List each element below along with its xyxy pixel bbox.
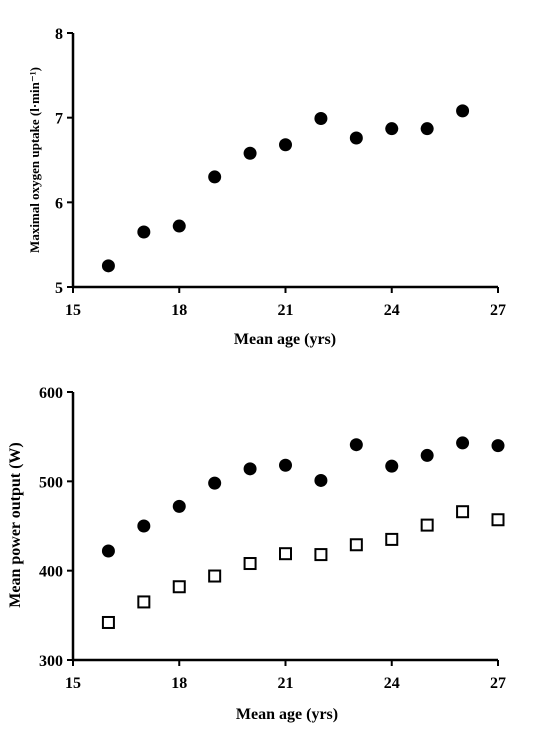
data-points bbox=[101, 104, 470, 273]
data-point-circle bbox=[314, 473, 328, 487]
chart-oxygen-uptake: 15 18 21 24 27 5 6 7 8 Mean age (yrs) Maximal o… bbox=[27, 26, 506, 348]
y-ticks: 5 6 7 8 bbox=[55, 26, 73, 297]
y-tick-label: 8 bbox=[55, 26, 63, 43]
y-tick-label: 600 bbox=[39, 385, 63, 402]
data-point-circle bbox=[208, 170, 222, 184]
y-tick-label: 6 bbox=[55, 195, 63, 212]
data-point-circle bbox=[137, 519, 151, 533]
data-point-circle bbox=[420, 122, 434, 136]
data-point-square bbox=[172, 580, 186, 594]
x-tick-label: 15 bbox=[65, 302, 81, 319]
data-point-square bbox=[385, 532, 399, 546]
data-point-circle bbox=[208, 476, 222, 490]
data-point-square bbox=[243, 557, 257, 571]
x-tick-label: 27 bbox=[490, 302, 506, 319]
chart-power-output: 15 18 21 24 27 300 400 500 600 Mean age (yrs) M… bbox=[7, 385, 506, 723]
y-axis-label: Mean power output (W) bbox=[7, 442, 24, 607]
data-point-circle bbox=[243, 146, 257, 160]
y-tick-label: 5 bbox=[55, 280, 63, 297]
data-point-circle bbox=[349, 131, 363, 145]
data-point-circle bbox=[314, 112, 328, 126]
x-axis-label: Mean age (yrs) bbox=[234, 331, 336, 348]
data-point-circle bbox=[491, 439, 505, 453]
data-point-circle bbox=[279, 138, 292, 152]
x-ticks: 15 18 21 24 27 bbox=[65, 660, 506, 692]
data-point-circle bbox=[243, 462, 257, 476]
data-point-square bbox=[314, 548, 328, 562]
data-point-circle bbox=[101, 544, 115, 558]
data-point-circle bbox=[172, 499, 186, 513]
data-point-circle bbox=[385, 459, 399, 473]
x-tick-label: 27 bbox=[490, 675, 506, 692]
data-point-circle bbox=[420, 448, 434, 462]
data-point-square bbox=[349, 538, 363, 552]
data-point-circle bbox=[101, 259, 115, 273]
data-point-square bbox=[208, 569, 222, 583]
x-ticks: 15 18 21 24 27 bbox=[65, 287, 506, 319]
data-point-square bbox=[279, 547, 292, 561]
x-tick-label: 15 bbox=[65, 675, 81, 692]
data-point-circle bbox=[137, 225, 151, 239]
data-points bbox=[101, 436, 505, 629]
data-point-square bbox=[420, 518, 434, 532]
y-ticks: 300 400 500 600 bbox=[39, 385, 73, 670]
x-tick-label: 24 bbox=[384, 675, 400, 692]
data-point-circle bbox=[172, 219, 186, 233]
data-point-square bbox=[491, 513, 505, 527]
x-tick-label: 21 bbox=[278, 675, 294, 692]
x-axis-label: Mean age (yrs) bbox=[236, 706, 338, 723]
data-point-square bbox=[101, 615, 115, 629]
data-point-circle bbox=[456, 104, 470, 118]
data-point-square bbox=[137, 595, 151, 609]
x-tick-label: 21 bbox=[278, 302, 294, 319]
x-tick-label: 18 bbox=[171, 302, 187, 319]
data-point-square bbox=[456, 505, 470, 519]
data-point-circle bbox=[456, 436, 470, 450]
y-tick-label: 500 bbox=[39, 474, 63, 491]
y-tick-label: 300 bbox=[39, 653, 63, 670]
data-point-circle bbox=[279, 458, 292, 472]
x-tick-label: 24 bbox=[384, 302, 400, 319]
x-tick-label: 18 bbox=[171, 675, 187, 692]
y-axis-label: Maximal oxygen uptake (l·min⁻¹) bbox=[27, 67, 42, 253]
data-point-circle bbox=[385, 122, 399, 136]
data-point-circle bbox=[349, 438, 363, 452]
y-tick-label: 7 bbox=[55, 111, 63, 128]
y-tick-label: 400 bbox=[39, 564, 63, 581]
